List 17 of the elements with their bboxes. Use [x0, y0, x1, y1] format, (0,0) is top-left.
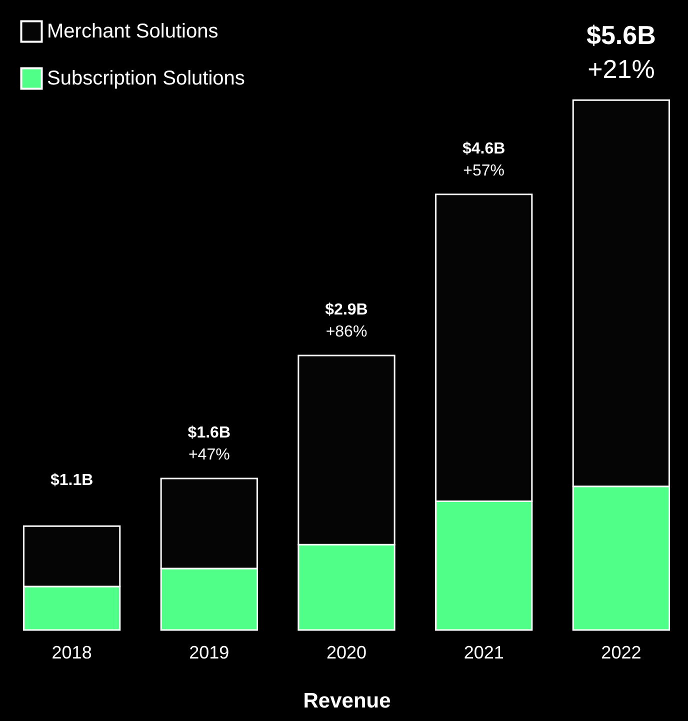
- annotation: +86%: [326, 324, 368, 341]
- annotation: $1.1B: [50, 472, 94, 490]
- annotation: +57%: [463, 162, 505, 180]
- legend-label: Merchant Solutions: [47, 20, 218, 42]
- annotation: $4.6B: [462, 140, 506, 158]
- text: +21%: [588, 54, 655, 84]
- x-axis-title: Revenue: [303, 690, 391, 712]
- x-tick-label: 2021: [464, 642, 504, 662]
- x-tick-label: 2020: [326, 642, 367, 662]
- annotation: $2.9B: [325, 302, 368, 319]
- x-tick-label: 2022: [601, 642, 642, 662]
- x-tick-label: 2019: [189, 642, 230, 662]
- annotation: $1.6B: [188, 424, 231, 442]
- x-tick-label: 2018: [52, 642, 92, 662]
- text: $5.6B: [586, 20, 656, 50]
- annotation: +47%: [188, 446, 230, 464]
- legend-label: Subscription Solutions: [47, 68, 245, 90]
